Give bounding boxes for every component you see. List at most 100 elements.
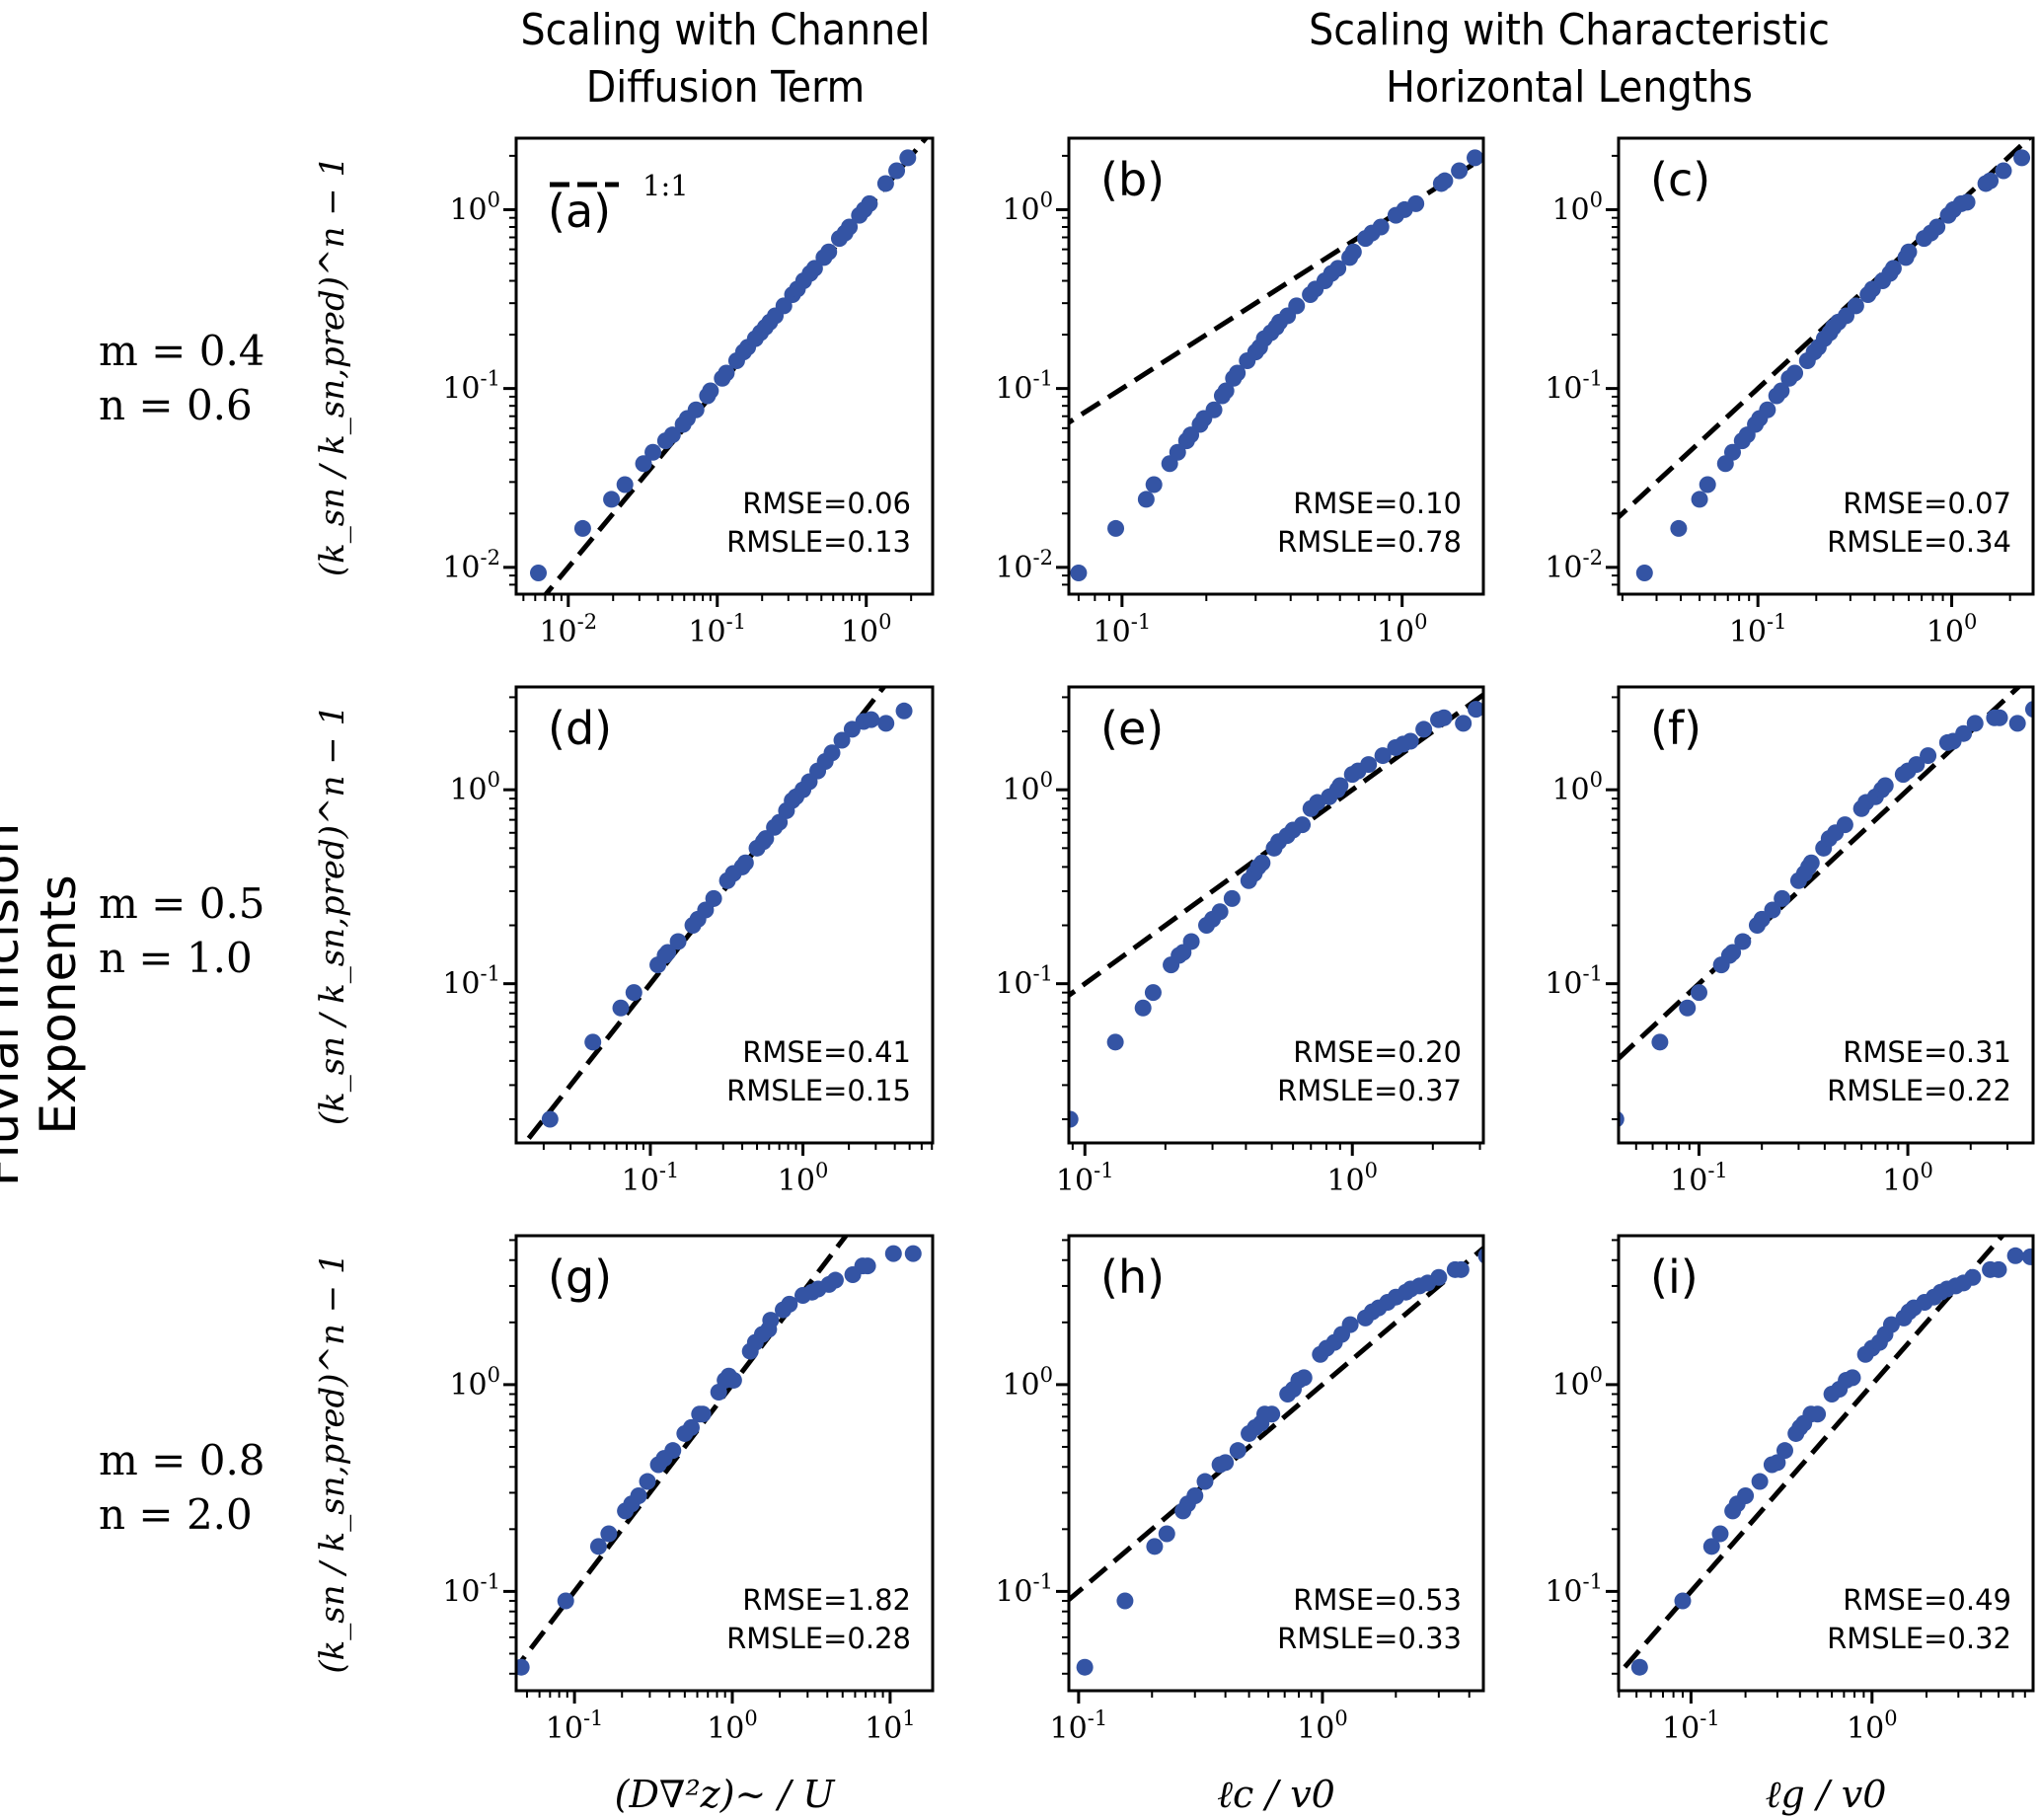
data-point (2008, 715, 2026, 732)
y-tick-label: 10-1 (995, 367, 1053, 407)
rmse-label: RMSE=0.53 (1293, 1583, 1462, 1617)
column-header-diffusion-line1: Scaling with Channel (520, 5, 931, 55)
rmsle-label: RMSLE=0.28 (726, 1622, 911, 1655)
panel-letter: (d) (548, 702, 612, 755)
x-tick-label: 101 (865, 1706, 916, 1746)
data-point (1884, 260, 1902, 277)
data-point (1786, 364, 1804, 382)
y-axis-label: (k_sn / k_sn,pred)^n − 1 (313, 705, 352, 1125)
data-point (1920, 747, 1937, 765)
panel-letter: (b) (1100, 153, 1165, 206)
y-tick-label: 100 (1551, 188, 1603, 227)
x-tick-label: 100 (1377, 610, 1428, 649)
data-point (616, 476, 634, 493)
x-axis-label: (D∇²z)~ / U (615, 1773, 837, 1816)
panel-f: 10-1 100 10-1 100 (f) RMSE=0.31 RMSLE=0.22 (1545, 685, 2035, 1198)
rmse-label: RMSE=0.10 (1293, 487, 1462, 520)
one-to-one-line (516, 1236, 850, 1672)
data-point (1711, 1525, 1729, 1543)
x-axis-label: ℓc / v0 (1217, 1773, 1335, 1816)
data-point (1169, 443, 1186, 461)
data-point (1436, 172, 1454, 190)
data-point (630, 1487, 647, 1505)
data-point (1211, 903, 1229, 921)
panel-letter: (e) (1100, 702, 1164, 755)
y-tick-label: 10-1 (1545, 962, 1603, 1002)
data-point (1295, 1369, 1313, 1387)
data-point (724, 1371, 742, 1389)
data-point (1430, 1268, 1448, 1286)
data-point (639, 1473, 656, 1490)
data-point (603, 491, 621, 508)
data-point (762, 1312, 780, 1329)
rmsle-label: RMSLE=0.37 (1277, 1074, 1462, 1107)
data-point (1435, 709, 1453, 726)
data-point (895, 702, 913, 720)
row-label-2: m = 0.5 n = 1.0 (99, 876, 265, 985)
data-point (1229, 1442, 1247, 1460)
x-tick-label: 100 (841, 610, 892, 649)
data-point (612, 999, 630, 1017)
data-point (1407, 194, 1425, 212)
row-label-2-m: m = 0.5 (99, 879, 265, 928)
panel-g: 10-1 100 101 10-1 100 (g) RMSE=1.82 RMSLE=0.28 (… (313, 1234, 935, 1816)
axes-frame (1067, 136, 1485, 596)
axes-frame (1067, 1234, 1485, 1693)
panel-i: 10-1 100 10-1 100 (i) RMSE=0.49 RMSLE=0.32 ℓg /… (1545, 1234, 2035, 1816)
data-point (694, 1405, 712, 1423)
rmse-label: RMSE=0.06 (742, 487, 911, 520)
rmsle-label: RMSLE=0.32 (1827, 1622, 2011, 1655)
one-to-one-line (1619, 1236, 2006, 1679)
data-point (541, 1110, 559, 1128)
y-tick-label: 100 (1002, 768, 1053, 807)
row-label-2-n: n = 1.0 (99, 934, 253, 982)
data-point (1764, 901, 1781, 919)
data-point (1990, 1260, 2007, 1278)
data-point (1759, 401, 1776, 418)
data-point (1900, 243, 1918, 261)
y-tick-label: 10-2 (442, 546, 500, 585)
data-point (1468, 701, 1483, 719)
data-point (635, 455, 652, 473)
data-point (1964, 1268, 1982, 1286)
data-point (1670, 519, 1688, 537)
rmsle-label: RMSLE=0.78 (1277, 525, 1462, 559)
x-tick-label: 100 (1326, 1159, 1378, 1198)
data-point (1186, 1487, 1204, 1505)
x-tick-label: 10-2 (539, 610, 597, 649)
row-label-3: m = 0.8 n = 2.0 (99, 1433, 265, 1542)
data-point (1651, 1033, 1669, 1051)
row-label-1-m: m = 0.4 (99, 327, 265, 375)
data-point (1144, 984, 1162, 1002)
y-tick-label: 10-1 (1545, 367, 1603, 407)
y-tick-label: 100 (1551, 768, 1603, 807)
data-point (1451, 162, 1469, 180)
data-point (1294, 816, 1312, 834)
rmsle-label: RMSLE=0.15 (726, 1074, 911, 1107)
data-point (859, 1257, 876, 1275)
data-point (1955, 724, 1973, 742)
data-point (1415, 720, 1433, 738)
y-tick-label: 10-1 (995, 1569, 1053, 1609)
data-point (1107, 519, 1125, 537)
data-point (1134, 999, 1152, 1017)
data-point (1734, 933, 1752, 950)
data-point (2024, 701, 2033, 719)
data-point (589, 1538, 607, 1555)
data-point (2021, 1248, 2033, 1265)
data-point (1774, 889, 1791, 907)
y-tick-label: 10-2 (995, 546, 1053, 585)
x-tick-label: 10-1 (1056, 1159, 1114, 1198)
x-tick-label: 100 (1882, 1159, 1933, 1198)
rmse-label: RMSE=0.31 (1843, 1035, 2011, 1069)
column-header-diffusion-line2: Diffusion Term (585, 62, 866, 113)
y-tick-label: 10-1 (442, 1569, 500, 1609)
data-point (1844, 1369, 1861, 1387)
data-point (1477, 1248, 1483, 1264)
panel-a: 10-2 10-1 100 10-2 10-1 100 (a) RMSE=0.06 RMSLE=… (313, 136, 935, 649)
panel-letter: (a) (548, 185, 611, 238)
data-point (1106, 1033, 1124, 1051)
panel-letter: (g) (548, 1251, 612, 1304)
data-point (781, 1295, 798, 1313)
data-point (823, 744, 841, 762)
